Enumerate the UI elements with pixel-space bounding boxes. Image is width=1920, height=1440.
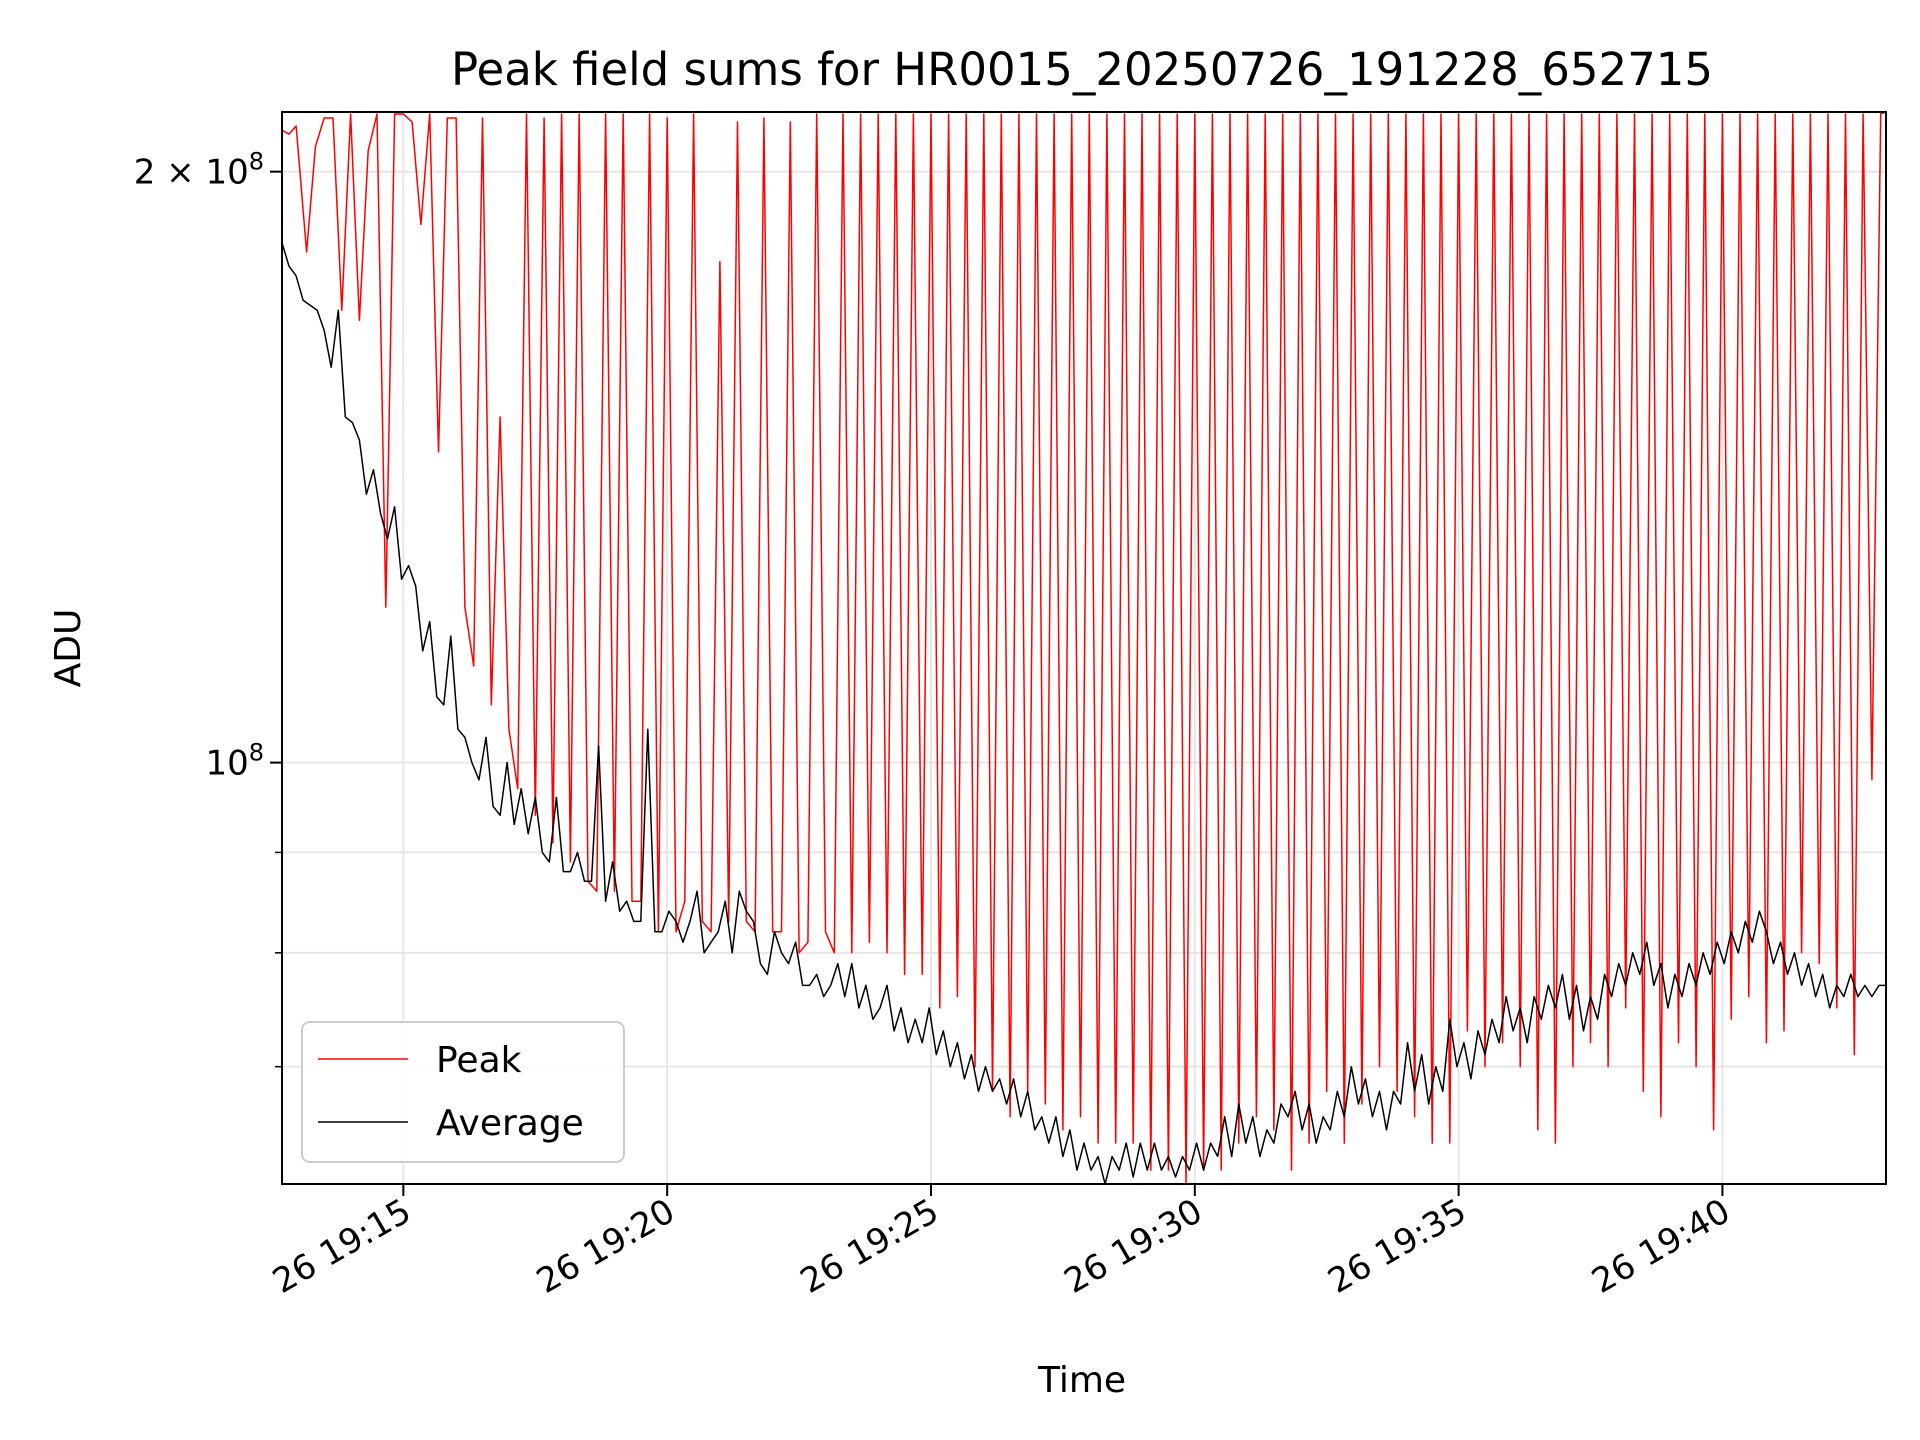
legend-box: [301, 1021, 625, 1163]
legend-label-peak: Peak: [436, 1040, 522, 1081]
peak-series-line: [282, 112, 1886, 1184]
plot-area-frame: [281, 111, 1887, 1185]
legend: Peak Average: [301, 1021, 625, 1163]
legend-label-average: Average: [436, 1103, 584, 1144]
x-axis-label: Time: [1037, 1360, 1126, 1401]
series-layer: [282, 112, 1886, 1184]
y-axis-label: ADU: [48, 609, 89, 688]
chart-title: Peak field sums for HR0015_20250726_1912…: [451, 43, 1713, 96]
y-tick-label: 2 × 108: [134, 148, 264, 193]
y-axis: 108 2 × 108: [134, 148, 282, 1068]
average-series-line: [282, 242, 1886, 1184]
y-tick-label: 108: [205, 739, 264, 784]
